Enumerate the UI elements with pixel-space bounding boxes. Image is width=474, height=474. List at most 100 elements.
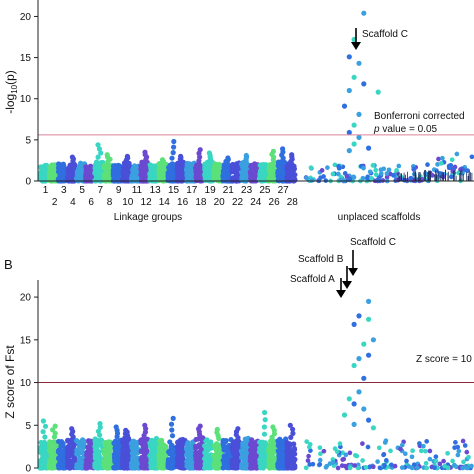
data-point (120, 168, 126, 174)
data-point (221, 168, 227, 174)
data-point (356, 111, 362, 117)
data-point (131, 167, 137, 173)
data-point (361, 375, 367, 381)
panel-b-label: B (4, 257, 13, 272)
data-point (42, 423, 49, 429)
data-point (291, 446, 297, 452)
x-tick-label: 14 (159, 197, 171, 208)
data-point (259, 447, 265, 453)
data-point (267, 169, 273, 175)
data-point (266, 445, 272, 451)
data-point (184, 458, 190, 464)
data-point (221, 454, 228, 461)
data-point (185, 440, 191, 446)
x-tick-label: 18 (195, 197, 207, 208)
data-point (134, 457, 140, 464)
data-point (161, 173, 167, 179)
data-point (375, 177, 381, 183)
data-point (394, 168, 399, 173)
data-point (339, 463, 345, 468)
data-point (170, 452, 176, 458)
x-tick-label: 24 (250, 197, 262, 208)
data-point (317, 457, 323, 463)
data-point (373, 167, 379, 173)
data-point (277, 162, 283, 168)
data-point (280, 155, 286, 161)
x-tick-label: 15 (168, 185, 180, 196)
data-point (167, 162, 173, 168)
data-point (346, 396, 352, 402)
data-point (288, 158, 294, 165)
data-point (168, 421, 175, 427)
data-point (317, 462, 323, 467)
data-point (143, 157, 149, 163)
data-point (290, 465, 297, 471)
data-point (248, 458, 254, 464)
data-point (139, 454, 145, 460)
data-point (399, 442, 405, 448)
data-point (95, 161, 101, 167)
x-tick-label: 12 (141, 197, 153, 208)
data-point (404, 458, 409, 464)
data-point (356, 356, 362, 362)
data-point (388, 448, 393, 454)
data-point (276, 439, 282, 445)
data-point (351, 401, 357, 407)
data-point (433, 454, 439, 460)
data-point (66, 177, 72, 183)
data-point (157, 163, 163, 169)
data-point (59, 169, 65, 175)
data-point (40, 418, 47, 424)
data-point (216, 435, 222, 442)
data-point (436, 156, 441, 162)
data-point (169, 433, 176, 439)
y-tick-label: 10 (20, 378, 32, 389)
data-point (204, 437, 210, 443)
data-point (309, 177, 315, 183)
data-point (238, 448, 244, 454)
data-point (185, 168, 191, 174)
data-point (308, 165, 314, 171)
x-tick-label: 17 (186, 185, 198, 196)
data-point (365, 444, 371, 450)
data-point (51, 434, 58, 440)
data-point (307, 462, 313, 467)
data-point (123, 173, 129, 179)
data-point (460, 465, 465, 471)
data-point (51, 448, 57, 454)
panel-b-y-axis-label: Z score of Fst (3, 345, 17, 419)
data-point (105, 169, 111, 175)
panel-b-arrow-scaffold-c-head (348, 268, 358, 276)
data-point (179, 163, 185, 169)
data-point (465, 465, 470, 471)
data-point (425, 162, 430, 167)
panel-a-threshold-label-line2: p value = 0.05 (373, 124, 438, 135)
data-point (169, 427, 175, 433)
data-point (261, 424, 267, 430)
data-point (321, 448, 327, 454)
data-point (70, 434, 76, 440)
panel-a-linkage-groups-label: Linkage groups (114, 212, 182, 223)
data-point (278, 168, 284, 174)
data-point (60, 164, 66, 170)
data-point (249, 168, 255, 174)
data-point (157, 175, 163, 182)
data-point (204, 160, 210, 166)
data-point (141, 432, 147, 439)
data-point (370, 464, 376, 470)
x-tick-label: 21 (223, 185, 235, 196)
data-point (148, 169, 154, 175)
data-point (270, 157, 276, 163)
x-tick-label: 1 (43, 185, 49, 196)
panel-b-threshold-label: Z score = 10 (416, 354, 472, 365)
data-point (40, 169, 46, 176)
x-tick-label: 2 (52, 197, 58, 208)
data-point (389, 462, 394, 468)
data-point (306, 453, 311, 459)
x-tick-label: 7 (98, 185, 104, 196)
data-point (330, 171, 336, 177)
data-point (450, 458, 455, 464)
x-tick-label: 27 (278, 185, 290, 196)
panel-a-annotation-scaffold-c: Scaffold C (362, 29, 408, 40)
